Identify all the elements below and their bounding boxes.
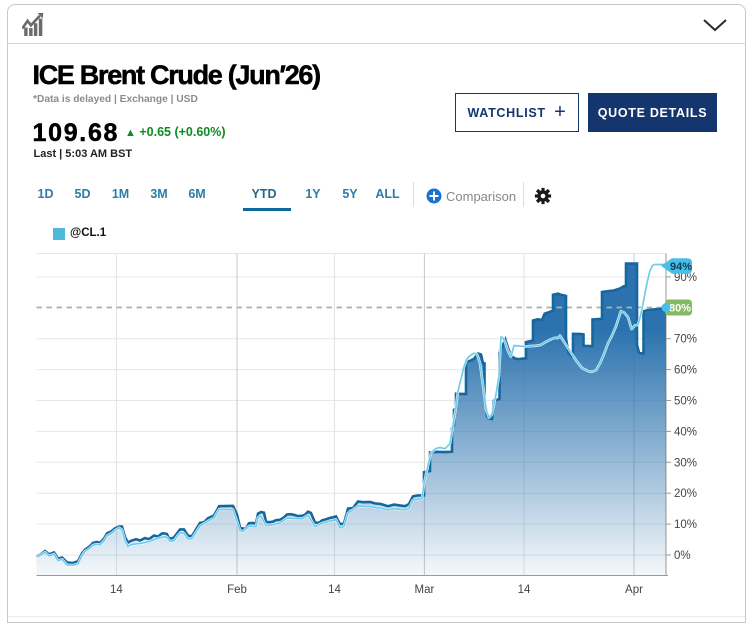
svg-text:14: 14 [328,584,341,596]
svg-text:30%: 30% [674,457,697,469]
svg-text:14: 14 [518,584,531,596]
svg-text:70%: 70% [674,334,697,346]
svg-text:Feb: Feb [227,584,247,596]
svg-text:90%: 90% [674,272,697,284]
svg-text:14: 14 [110,584,123,596]
svg-text:20%: 20% [674,488,697,500]
svg-text:60%: 60% [674,365,697,377]
svg-text:40%: 40% [674,426,697,438]
svg-text:0%: 0% [674,550,691,562]
svg-text:50%: 50% [674,396,697,408]
svg-text:Apr: Apr [625,584,643,596]
svg-text:94%: 94% [670,261,692,273]
svg-text:80%: 80% [669,303,691,315]
svg-text:10%: 10% [674,519,697,531]
svg-text:Mar: Mar [414,584,434,596]
